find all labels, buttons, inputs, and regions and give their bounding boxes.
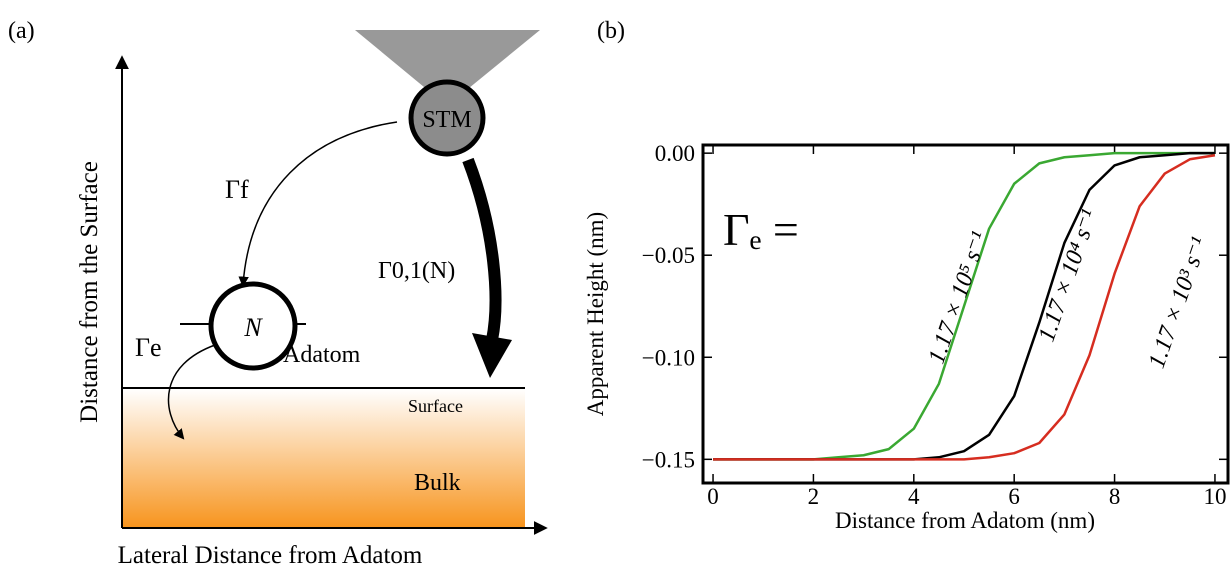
panel-label: (b) <box>597 18 625 44</box>
y-axis-label: Distance from the Surface <box>76 161 103 423</box>
arrow-f <box>243 122 397 285</box>
arrow-tunnel <box>468 160 495 340</box>
bulk-label: Bulk <box>414 470 461 496</box>
chart: (b) Γₑ = Apparent Height (nm) Distance f… <box>583 18 1228 533</box>
x-axis-label: Distance from Adatom (nm) <box>835 508 1095 533</box>
series-label: 1.17 × 10⁵ s⁻¹ <box>924 228 993 367</box>
x-tick-label: 2 <box>808 484 820 509</box>
bulk-region <box>122 389 525 528</box>
x-axis-label: Lateral Distance from Adatom <box>118 542 423 569</box>
adatom-label: Adatom <box>283 342 361 368</box>
y-tick-label: −0.05 <box>642 243 695 268</box>
x-tick-label: 6 <box>1008 484 1020 509</box>
annotation: Γₑ = <box>723 204 799 255</box>
x-tick-label: 0 <box>707 484 719 509</box>
y-axis-label: Apparent Height (nm) <box>583 212 608 416</box>
x-tick-label: 8 <box>1109 484 1121 509</box>
series-label: 1.17 × 10³ s⁻¹ <box>1144 234 1213 372</box>
stm-label: STM <box>422 107 471 133</box>
rate-e: Γe <box>135 333 162 362</box>
rate-f: Γf <box>225 175 249 204</box>
diagram: (a) STM N Γf Γ0,1(N) Γe Adatom Surface B… <box>8 18 545 569</box>
surface-label: Surface <box>408 396 463 416</box>
panel-label: (a) <box>8 18 35 44</box>
y-tick-label: 0.00 <box>655 141 695 166</box>
x-tick-label: 4 <box>908 484 920 509</box>
rate-tunnel: Γ0,1(N) <box>378 258 455 284</box>
arrow-tunnel-head <box>472 333 512 378</box>
y-tick-label: −0.15 <box>642 447 695 472</box>
y-tick-label: −0.10 <box>642 345 695 370</box>
series-label: 1.17 × 10⁴ s⁻¹ <box>1034 206 1103 345</box>
x-tick-label: 10 <box>1203 484 1226 509</box>
figure: (a) STM N Γf Γ0,1(N) Γe Adatom Surface B… <box>0 0 1231 569</box>
adatom-state: N <box>243 313 263 342</box>
